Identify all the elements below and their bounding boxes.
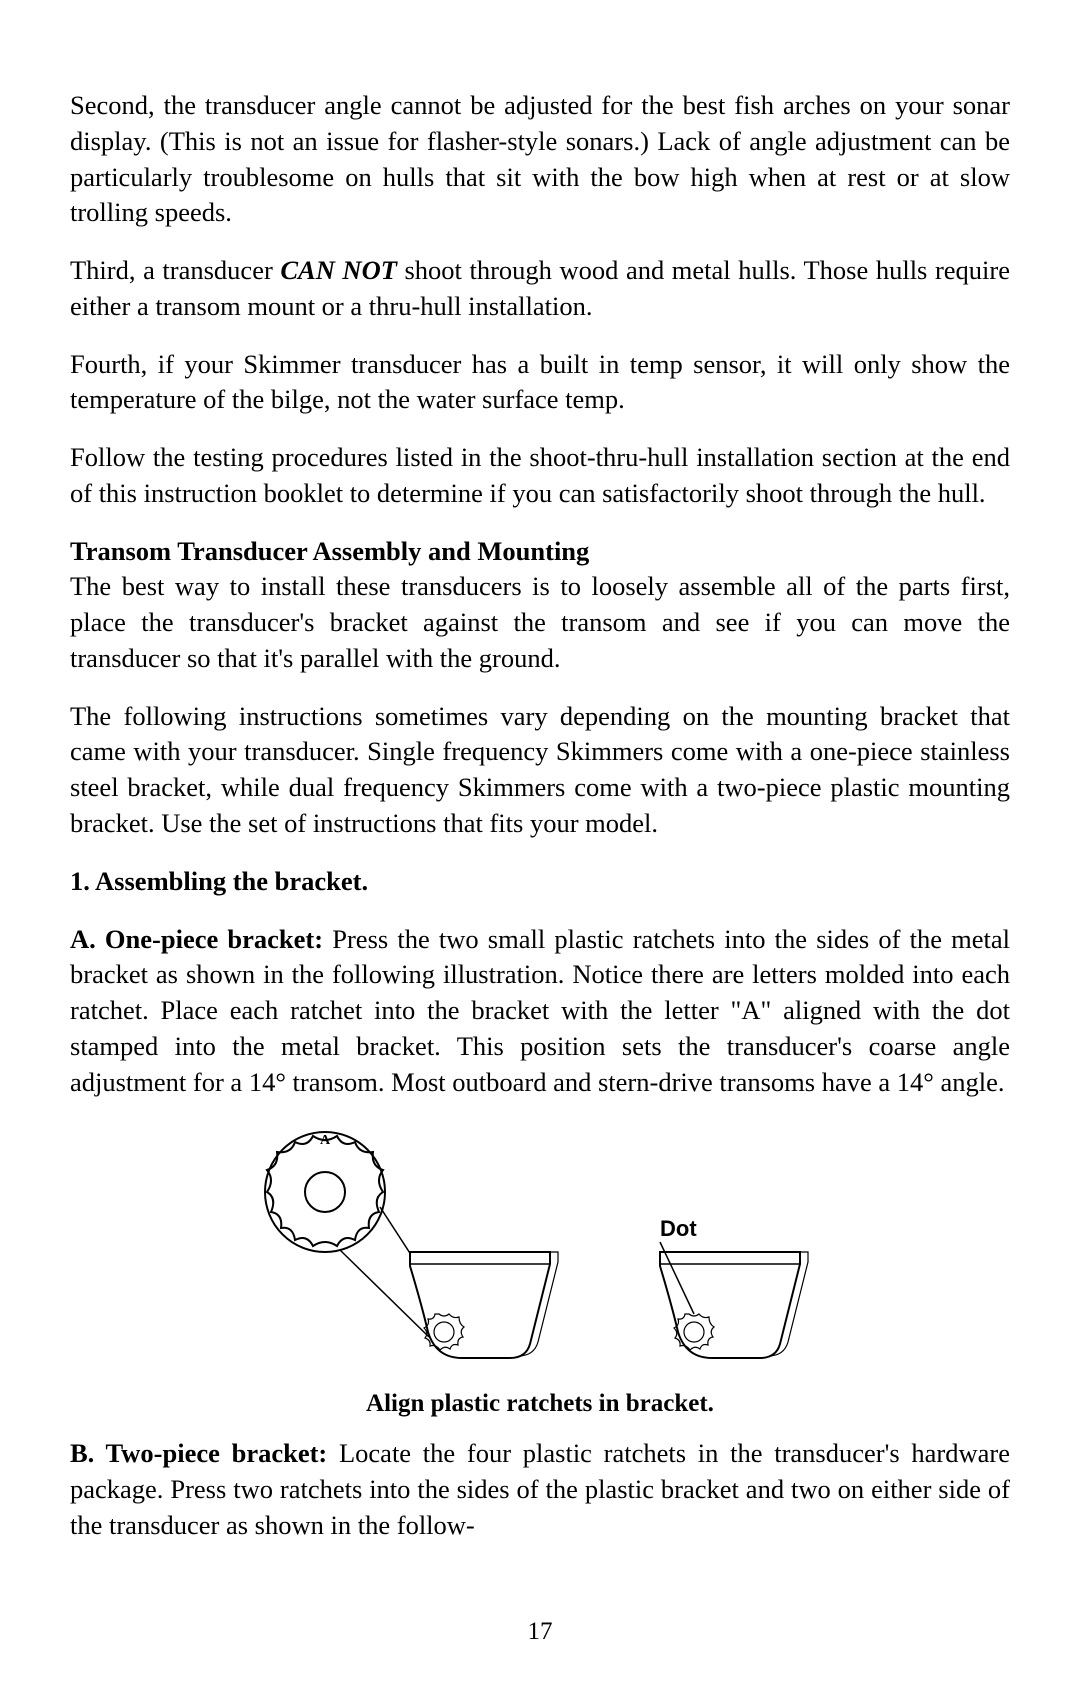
gear-letter-a: A (320, 1133, 331, 1148)
paragraph-1: Second, the transducer angle cannot be a… (70, 88, 1010, 231)
p8-lead: B. Two-piece bracket: (70, 1438, 327, 1468)
paragraph-4: Follow the testing procedures listed in … (70, 440, 1010, 512)
figure-bracket: A (70, 1122, 1010, 1382)
p2-emphasis: CAN NOT (280, 255, 397, 285)
heading-assembling: 1. Assembling the bracket. (70, 864, 1010, 900)
paragraph-2: Third, a transducer CAN NOT shoot throug… (70, 253, 1010, 325)
paragraph-7: A. One-piece bracket: Press the two smal… (70, 922, 1010, 1101)
p2-a: Third, a transducer (70, 255, 280, 285)
heading-transom: Transom Transducer Assembly and Mounting (70, 534, 1010, 570)
right-bracket-icon (660, 1242, 808, 1358)
paragraph-5: The best way to install these transducer… (70, 569, 1010, 676)
p7-lead: A. One-piece bracket: (70, 924, 323, 954)
paragraph-8: B. Two-piece bracket: Locate the four pl… (70, 1436, 1010, 1543)
bracket-diagram-icon: A (220, 1122, 860, 1382)
large-gear-icon: A (265, 1132, 385, 1252)
dot-label: Dot (660, 1216, 697, 1241)
paragraph-6: The following instructions sometimes var… (70, 699, 1010, 842)
paragraph-3: Fourth, if your Skimmer transducer has a… (70, 347, 1010, 419)
page: Second, the transducer angle cannot be a… (0, 0, 1080, 1682)
page-number: 17 (0, 1618, 1080, 1646)
figure-caption: Align plastic ratchets in bracket. (70, 1390, 1010, 1418)
left-bracket-icon (410, 1252, 558, 1358)
